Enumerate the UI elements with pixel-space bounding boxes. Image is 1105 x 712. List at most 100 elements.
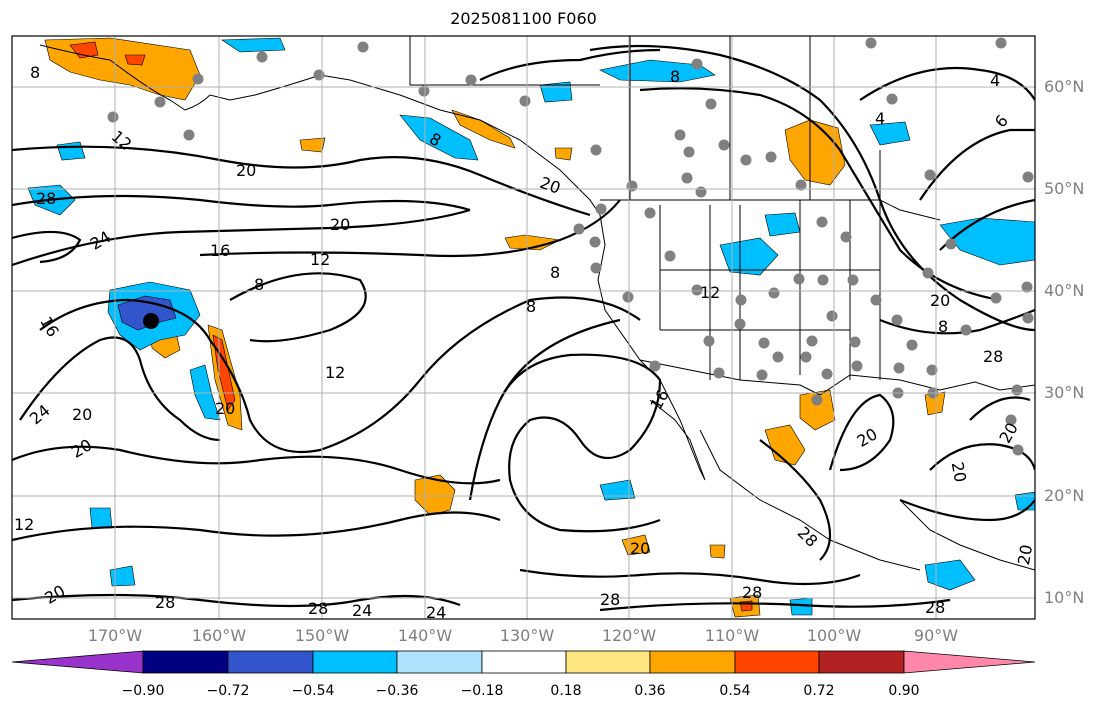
contour-label: 20 — [1014, 543, 1036, 566]
station-dot — [691, 58, 703, 70]
colorbar-segment — [312, 650, 398, 674]
contour-line — [229, 272, 367, 343]
station-dot — [1005, 414, 1017, 426]
contour-label: 20 — [236, 161, 256, 180]
contour-label: 28 — [794, 523, 822, 551]
coastline-layer — [39, 36, 1035, 571]
station-dot — [847, 274, 859, 286]
colorbar-tick-label: −0.54 — [291, 683, 335, 699]
contour-line — [639, 87, 1001, 302]
contour-label: 12 — [108, 126, 136, 154]
contour-label: 28 — [983, 347, 1003, 366]
contour-label: 8 — [550, 263, 560, 282]
shaded-negative-region — [221, 37, 286, 53]
station-dot — [840, 231, 852, 243]
shaded-negative-region — [599, 479, 636, 501]
shaded-positive-region — [124, 54, 146, 66]
station-dot — [192, 73, 204, 85]
station-dot — [713, 367, 725, 379]
colorbar-segment — [227, 650, 314, 674]
map-frame — [11, 35, 1036, 620]
station-layer — [107, 37, 1034, 456]
contour-label: 8 — [938, 317, 948, 336]
station-dot — [626, 180, 638, 192]
colorbar — [11, 650, 1036, 674]
contour-label: 8 — [670, 67, 680, 86]
station-dot — [674, 129, 686, 141]
station-dot — [800, 351, 812, 363]
station-dot — [589, 236, 601, 248]
station-dot — [795, 179, 807, 191]
contour-label: 20 — [72, 405, 92, 424]
station-dot — [826, 310, 838, 322]
station-dot — [960, 324, 972, 336]
colorbar-segment — [734, 650, 820, 674]
station-dot — [886, 93, 898, 105]
station-dot — [772, 351, 784, 363]
contour-label: 28 — [925, 598, 945, 617]
station-dot — [418, 85, 430, 97]
station-dot — [683, 146, 695, 158]
contour-line — [969, 396, 1031, 421]
longitude-label: 100°W — [806, 626, 862, 645]
contour-label: 24 — [352, 601, 372, 620]
station-dot — [735, 294, 747, 306]
shaded-negative-region — [789, 597, 813, 616]
station-dot — [906, 339, 918, 351]
contour-label: 8 — [30, 63, 40, 82]
station-dot — [691, 284, 703, 296]
contour-label: 20 — [630, 539, 650, 558]
contour-line — [12, 593, 461, 608]
contour-label: 20 — [537, 173, 563, 198]
longitude-label: 120°W — [601, 626, 657, 645]
colorbar-segment — [481, 650, 567, 674]
contour-label: 24 — [426, 603, 446, 622]
central-america-coast — [899, 499, 1035, 571]
station-dot — [183, 129, 195, 141]
station-dot — [990, 292, 1002, 304]
station-dot — [644, 207, 656, 219]
contour-label: 20 — [330, 215, 350, 234]
contour-line — [859, 66, 1035, 101]
station-dot — [851, 360, 863, 372]
station-dot — [107, 111, 119, 123]
state-lines — [659, 200, 881, 380]
contour-line — [879, 308, 1035, 335]
station-dot — [718, 139, 730, 151]
contour-label: 6 — [991, 111, 1012, 131]
shaded-positive-region — [799, 389, 836, 431]
longitude-label: 170°W — [87, 626, 143, 645]
canada-lines — [409, 36, 881, 200]
contour-line — [12, 230, 82, 264]
latitude-label: 40°N — [1044, 281, 1085, 300]
contour-line — [39, 296, 641, 454]
contour-line — [12, 208, 471, 267]
contour-label: 8 — [526, 297, 536, 316]
station-dot — [768, 287, 780, 299]
gulf-coast — [819, 374, 1035, 396]
storm-center-marker — [143, 313, 159, 329]
station-dot — [811, 394, 823, 406]
mexico-border — [639, 359, 821, 396]
us-border — [600, 199, 941, 221]
latitude-label: 10°N — [1044, 588, 1085, 607]
shaded-positive-region — [764, 424, 806, 466]
station-dot — [1022, 312, 1034, 324]
station-dot — [590, 144, 602, 156]
longitude-label: 160°W — [191, 626, 247, 645]
colorbar-max-extend — [903, 650, 1036, 674]
station-dot — [681, 172, 693, 184]
station-dot — [1021, 281, 1033, 293]
contour-label: 20 — [930, 291, 950, 310]
longitude-label: 130°W — [499, 626, 555, 645]
colorbar-tick-label: 0.54 — [719, 683, 751, 699]
contour-line — [12, 445, 501, 485]
station-dot — [519, 95, 531, 107]
colorbar-tick-label: 0.72 — [803, 683, 835, 699]
station-dot — [465, 74, 477, 86]
station-dot — [891, 314, 903, 326]
north-american-west-coast — [597, 214, 706, 481]
contour-label: 28 — [742, 583, 762, 602]
colorbar-tick-label: −0.90 — [121, 683, 165, 699]
